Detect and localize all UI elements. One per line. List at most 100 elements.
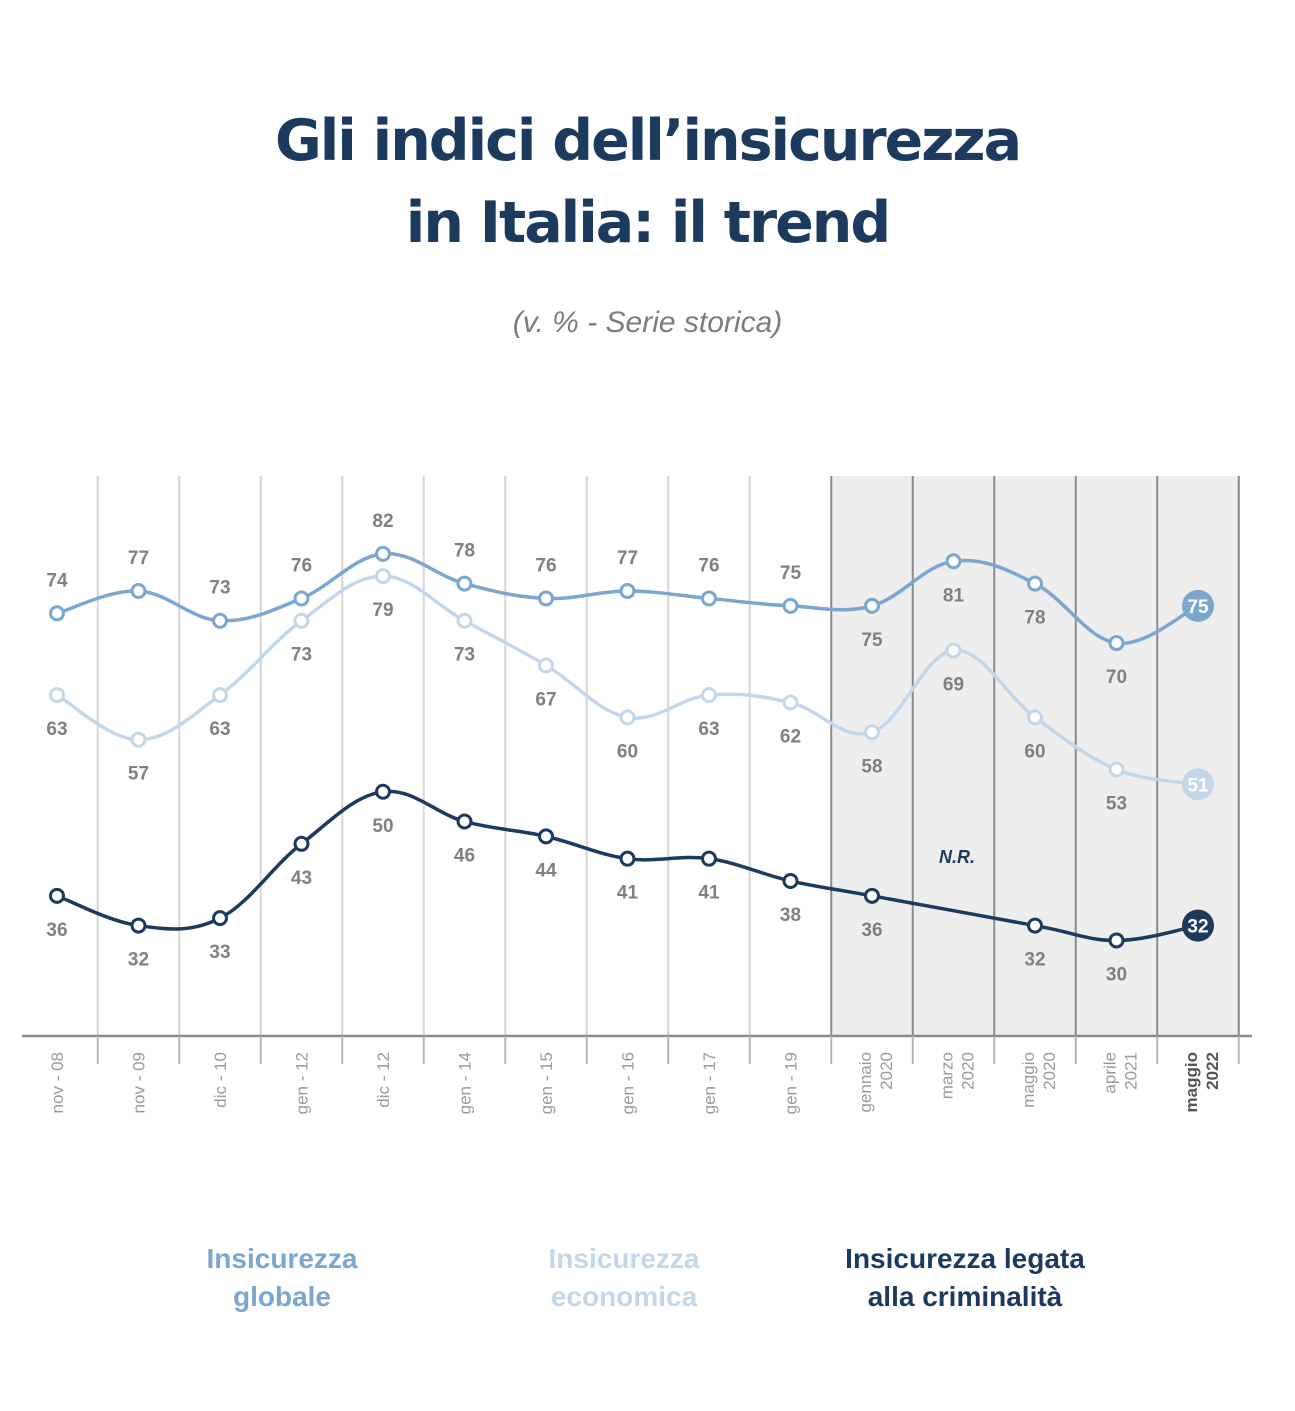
series-economic-value-label: 63 bbox=[46, 719, 67, 740]
series-global-point bbox=[130, 583, 147, 600]
series-global-value-label: 76 bbox=[698, 555, 719, 576]
x-tick-label: gen - 14 bbox=[456, 1052, 475, 1114]
series-crime-value-label: 46 bbox=[454, 845, 475, 866]
legend-crime: Insicurezza legata alla criminalità bbox=[815, 1240, 1115, 1316]
series-global-value-label: 77 bbox=[617, 548, 638, 569]
series-economic-value-label: 57 bbox=[128, 764, 149, 785]
series-global-point bbox=[49, 605, 65, 622]
series-global-value-label: 78 bbox=[454, 541, 475, 562]
series-crime-point bbox=[1027, 917, 1043, 934]
series-economic-value-label: 62 bbox=[780, 727, 801, 748]
shaded-region bbox=[831, 476, 1240, 1036]
series-economic-point bbox=[212, 687, 228, 704]
series-global-point bbox=[701, 590, 717, 607]
series-economic-value-label: 58 bbox=[861, 756, 882, 777]
series-economic-value-label: 51 bbox=[1187, 775, 1209, 796]
series-crime-value-label: 36 bbox=[861, 920, 882, 941]
series-crime-point bbox=[375, 783, 391, 800]
series-economic-value-label: 53 bbox=[1106, 793, 1127, 814]
series-global-value-label: 70 bbox=[1106, 667, 1127, 688]
series-crime-endpoint bbox=[1182, 909, 1214, 942]
x-tick-label: nov - 08 bbox=[48, 1052, 67, 1113]
x-tick-label: nov - 09 bbox=[130, 1052, 149, 1113]
x-tick-label: gen - 17 bbox=[700, 1052, 719, 1114]
legend-crime-line-2: alla criminalità bbox=[867, 1281, 1063, 1312]
series-global-value-label: 75 bbox=[861, 630, 883, 651]
series-economic-point bbox=[701, 687, 717, 704]
series-economic-point bbox=[375, 568, 391, 585]
x-tick-label: gen - 16 bbox=[619, 1052, 638, 1114]
x-tick-label: gen - 19 bbox=[782, 1052, 801, 1114]
x-tick-label: aprile 2021 bbox=[1101, 1052, 1141, 1094]
series-crime-value-label: 33 bbox=[209, 942, 230, 963]
legend-global: Insicurezza globale bbox=[132, 1240, 432, 1316]
series-crime: 36 32 33 43 50 46 44 41 41 38 36 32 30 32 bbox=[46, 783, 1214, 985]
series-global-point bbox=[1108, 635, 1125, 652]
series-crime-point bbox=[456, 813, 473, 830]
x-tick-label: dic - 10 bbox=[211, 1052, 230, 1108]
x-tick-label: gen - 15 bbox=[537, 1052, 556, 1114]
series-crime-value-label: 30 bbox=[1106, 964, 1127, 985]
series-crime-value-label: 44 bbox=[535, 860, 557, 881]
x-tick-label: maggio 2020 bbox=[1019, 1052, 1059, 1108]
legend-crime-line-1: Insicurezza legata bbox=[845, 1243, 1085, 1274]
series-global-point bbox=[456, 575, 473, 592]
series-global-value-label: 75 bbox=[1187, 597, 1209, 618]
series-crime-value-label: 32 bbox=[1024, 950, 1045, 971]
series-global-value-label: 75 bbox=[780, 563, 802, 584]
series-global-point bbox=[1027, 575, 1043, 592]
series-global-endpoint bbox=[1182, 589, 1214, 622]
series-crime-value-label: 41 bbox=[617, 883, 639, 904]
series-crime-point bbox=[538, 828, 554, 845]
legend-global-line-2: globale bbox=[232, 1281, 331, 1312]
series-crime-point bbox=[49, 887, 65, 904]
x-tick-label: maggio 2022 bbox=[1182, 1052, 1222, 1112]
series-economic-value-label: 69 bbox=[943, 674, 964, 695]
series-global-value-label: 81 bbox=[943, 585, 965, 606]
series-economic: 63 57 63 73 79 73 67 60 63 62 58 69 60 53 51 bbox=[46, 568, 1214, 814]
series-crime-point bbox=[782, 872, 799, 889]
series-crime-value-label: 36 bbox=[46, 920, 67, 941]
series-crime-point bbox=[212, 910, 228, 927]
series-global-value-label: 73 bbox=[209, 578, 230, 599]
series-crime-point bbox=[1108, 932, 1125, 949]
series-crime-point bbox=[293, 835, 310, 852]
title-line-2: in Italia: il trend bbox=[405, 190, 891, 256]
series-global-point bbox=[375, 545, 391, 562]
page-title: Gli indici dell’insicurezza in Italia: i… bbox=[0, 100, 1295, 264]
legend-economic-line-1: Insicurezza bbox=[548, 1243, 700, 1274]
series-economic-point bbox=[1108, 761, 1125, 778]
series-crime-line bbox=[56, 789, 1199, 943]
series-economic-value-label: 60 bbox=[617, 741, 638, 762]
series-economic-point bbox=[945, 642, 962, 659]
series-economic-value-label: 73 bbox=[454, 645, 475, 666]
legend-global-line-1: Insicurezza bbox=[206, 1243, 358, 1274]
series-global-point bbox=[619, 583, 636, 600]
legend-economic: Insicurezza economica bbox=[474, 1240, 774, 1316]
series-global-value-label: 78 bbox=[1024, 608, 1045, 629]
series-crime-value-label: 41 bbox=[698, 883, 720, 904]
series-economic-endpoint bbox=[1182, 768, 1214, 801]
legend-economic-line-2: economica bbox=[550, 1281, 698, 1312]
series-global-value-label: 74 bbox=[46, 570, 68, 591]
series-economic-point bbox=[619, 709, 636, 726]
series-economic-value-label: 79 bbox=[372, 600, 393, 621]
chart-subtitle: (v. % - Serie storica) bbox=[512, 306, 783, 339]
series-crime-point bbox=[130, 917, 147, 934]
missing-value-annotation: N.R. bbox=[939, 847, 975, 867]
series-economic-point bbox=[864, 724, 880, 741]
x-tick-label: gennaio 2020 bbox=[856, 1052, 896, 1113]
series-global-point bbox=[538, 590, 554, 607]
series-economic-point bbox=[1027, 709, 1043, 726]
series-economic-value-label: 63 bbox=[698, 719, 719, 740]
x-tick-label: marzo 2020 bbox=[938, 1052, 978, 1099]
series-crime-point bbox=[701, 850, 717, 867]
x-tick-label: gen - 12 bbox=[293, 1052, 312, 1114]
title-line-1: Gli indici dell’insicurezza bbox=[274, 108, 1022, 174]
series-global-point bbox=[293, 590, 310, 607]
series-economic-point bbox=[456, 612, 473, 629]
series-economic-value-label: 73 bbox=[291, 645, 312, 666]
series-global-point bbox=[212, 612, 228, 629]
series-global-value-label: 76 bbox=[535, 555, 556, 576]
